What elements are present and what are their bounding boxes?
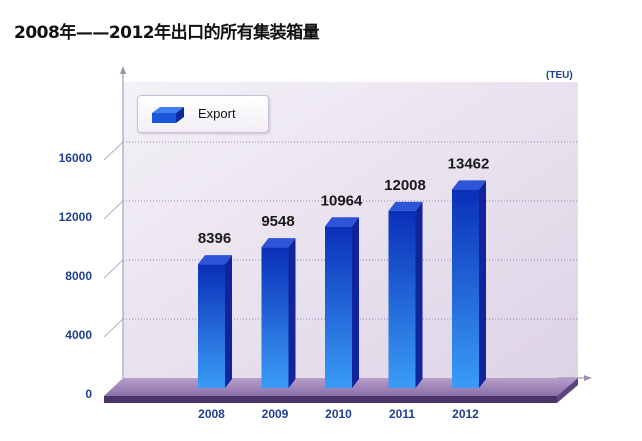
chart-title: 2008年——2012年出口的所有集装箱量	[14, 23, 320, 43]
plot-floor-edge	[104, 396, 557, 403]
bar-2012	[452, 189, 479, 388]
x-tick-label: 2008	[198, 407, 225, 421]
legend-label-export: Export	[198, 106, 236, 121]
bar-top-2011	[388, 201, 423, 211]
x-tick-label: 2012	[452, 407, 479, 421]
y-axis-arrow-icon	[120, 66, 126, 74]
y-axis-unit-label: (TEU)	[546, 70, 573, 81]
x-tick-label: 2011	[389, 407, 415, 421]
data-label-2010: 10964	[321, 192, 363, 209]
bar-side-2012	[479, 180, 486, 388]
plot-floor-side	[557, 378, 578, 403]
y-tick-label: 0	[85, 387, 92, 401]
x-tick-label: 2010	[325, 407, 352, 421]
bar-top-2010	[325, 217, 359, 227]
bar-top-2012	[452, 180, 486, 190]
data-label-2011: 12008	[384, 177, 426, 194]
gridline-side	[103, 141, 124, 161]
gridline-side	[103, 200, 124, 220]
y-tick-label: 8000	[65, 269, 92, 283]
bar-2010	[325, 226, 352, 388]
y-tick-label: 4000	[65, 328, 92, 342]
bar-side-2011	[415, 201, 423, 388]
legend-swatch-icon	[152, 107, 184, 123]
legend: Export	[137, 95, 269, 133]
bar-2011	[388, 210, 416, 388]
x-axis-arrow-icon	[584, 375, 592, 381]
bar-side-2010	[352, 217, 359, 388]
x-tick-label: 2009	[262, 407, 289, 421]
y-tick-label: 12000	[59, 210, 93, 224]
data-label-2009: 9548	[261, 213, 294, 230]
bar-2009	[261, 247, 289, 388]
bar-top-2008	[198, 255, 232, 265]
data-label-2008: 8396	[198, 230, 231, 247]
data-label-2012: 13462	[448, 155, 490, 172]
y-tick-label: 16000	[59, 151, 93, 165]
bar-side-2009	[288, 238, 296, 388]
gridline-side	[103, 318, 124, 338]
gridline-side	[103, 259, 124, 279]
bar-side-2008	[225, 255, 232, 388]
bar-2008	[198, 264, 225, 388]
bar-top-2009	[261, 238, 296, 248]
